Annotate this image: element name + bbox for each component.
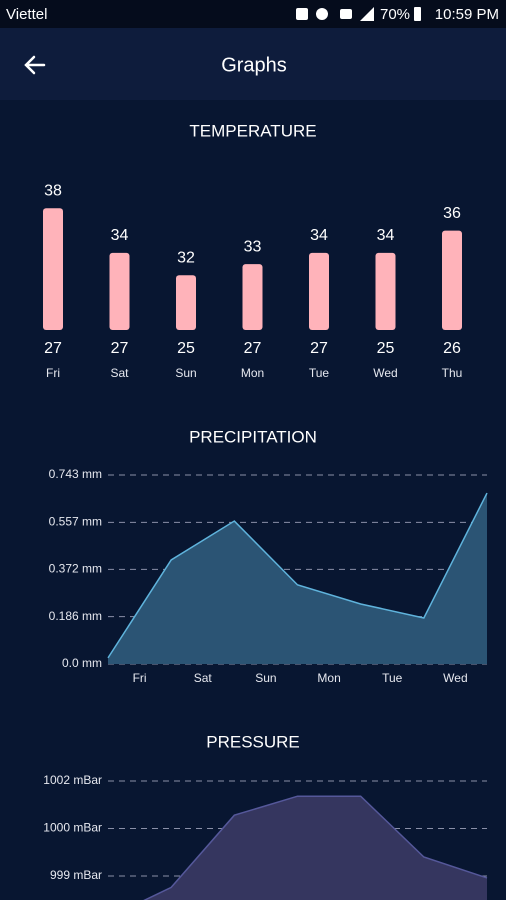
wifi-icon — [340, 9, 352, 19]
y-tick-label: 999 mBar — [50, 868, 102, 882]
low-label: 25 — [177, 340, 195, 357]
low-label: 27 — [310, 340, 328, 357]
day-label: Mon — [241, 366, 264, 380]
low-label: 27 — [44, 340, 62, 357]
clock: 10:59 PM — [435, 6, 499, 23]
day-label: Sun — [175, 366, 196, 380]
x-tick-label: Mon — [317, 671, 340, 685]
x-tick-label: Sat — [194, 671, 213, 685]
y-tick-label: 0.557 mm — [49, 514, 102, 528]
high-label: 33 — [244, 238, 262, 255]
temperature-bar — [375, 252, 396, 330]
temperature-bar — [43, 208, 63, 330]
app-title: Graphs — [221, 54, 287, 76]
temperature-bar — [109, 252, 130, 330]
day-label: Wed — [373, 366, 397, 380]
day-label: Thu — [442, 366, 463, 380]
y-tick-label: 1000 mBar — [43, 821, 102, 835]
y-tick-label: 0.0 mm — [62, 656, 102, 670]
area-line — [107, 492, 488, 659]
y-tick-label: 1002 mBar — [43, 773, 102, 787]
y-tick-label: 0.372 mm — [49, 562, 102, 576]
low-label: 25 — [377, 340, 395, 357]
area-fill — [144, 796, 487, 900]
battery-icon — [414, 7, 421, 21]
high-label: 36 — [443, 205, 461, 222]
temperature-bar — [442, 230, 462, 330]
alarm-icon — [316, 8, 328, 20]
chart-title: TEMPERATURE — [189, 121, 316, 140]
day-label: Tue — [309, 366, 330, 380]
high-label: 34 — [111, 227, 129, 244]
chart-title: PRESSURE — [206, 732, 300, 751]
area-line — [143, 795, 488, 900]
temperature-bar — [176, 275, 196, 330]
x-tick-label: Sun — [255, 671, 276, 685]
y-tick-label: 0.743 mm — [49, 467, 102, 481]
status-bar — [0, 0, 506, 28]
y-tick-label: 0.186 mm — [49, 609, 102, 623]
signal-icon — [360, 7, 374, 21]
mute-icon — [296, 8, 308, 20]
low-label: 27 — [111, 340, 129, 357]
temperature-bar — [242, 264, 263, 330]
carrier: Viettel — [6, 6, 47, 23]
high-label: 32 — [177, 249, 195, 266]
low-label: 26 — [443, 340, 461, 357]
battery: 70% — [380, 6, 410, 23]
back-button[interactable] — [24, 55, 46, 75]
app-bar — [0, 28, 506, 100]
x-tick-label: Tue — [382, 671, 403, 685]
temperature-bar — [309, 252, 329, 330]
day-label: Sat — [110, 366, 129, 380]
low-label: 27 — [244, 340, 262, 357]
chart-title: PRECIPITATION — [189, 427, 317, 446]
day-label: Fri — [46, 366, 60, 380]
x-tick-label: Wed — [443, 671, 467, 685]
status-icons — [296, 7, 421, 21]
high-label: 34 — [377, 227, 395, 244]
high-label: 38 — [44, 182, 62, 199]
x-tick-label: Fri — [133, 671, 147, 685]
area-fill — [108, 493, 487, 664]
high-label: 34 — [310, 227, 328, 244]
